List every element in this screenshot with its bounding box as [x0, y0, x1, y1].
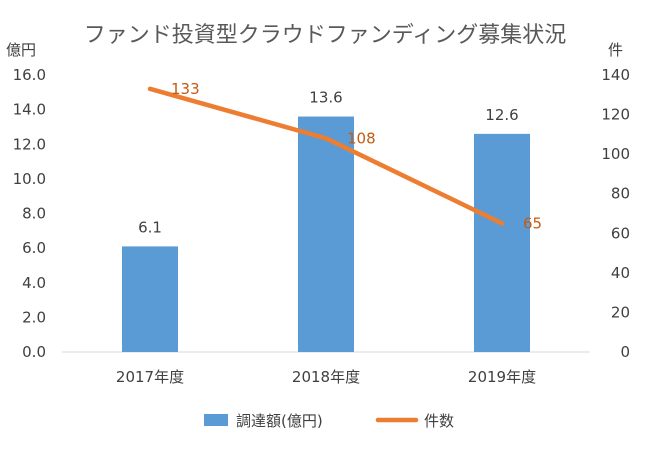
legend-label-line: 件数 — [424, 412, 454, 430]
plot-area: 0.0 2.0 4.0 6.0 8.0 10.0 12.0 14.0 16.0 0 20 40 60 80… — [13, 66, 630, 386]
right-axis-tick-label: 80 — [611, 185, 630, 203]
right-axis-tick-label: 120 — [601, 106, 630, 124]
left-axis-unit: 億円 — [6, 41, 36, 59]
right-axis-tick-label: 40 — [611, 264, 630, 282]
chart-title: ファンド投資型クラウドファンディング募集状況 — [84, 23, 566, 48]
bar-data-label: 12.6 — [485, 106, 518, 124]
line-point — [324, 136, 328, 141]
x-axis-tick-label: 2019年度 — [468, 368, 536, 386]
left-axis-tick-label: 16.0 — [13, 66, 46, 84]
right-axis-tick-label: 20 — [611, 303, 630, 321]
left-axis-tick-label: 0.0 — [22, 343, 46, 361]
line-data-label: 108 — [347, 129, 376, 147]
line-point — [148, 86, 152, 91]
right-axis-unit: 件 — [608, 41, 623, 59]
x-axis-tick-label: 2018年度 — [292, 368, 360, 386]
left-axis-tick-label: 2.0 — [22, 308, 46, 326]
bar-data-label: 13.6 — [309, 89, 342, 107]
right-axis-tick-label: 100 — [601, 145, 630, 163]
bar — [298, 116, 354, 352]
right-axis-tick-label: 0 — [620, 343, 630, 361]
legend-swatch-bar — [204, 414, 228, 426]
bar-data-label: 6.1 — [138, 218, 162, 236]
left-axis-tick-label: 8.0 — [22, 205, 46, 223]
left-axis-tick-label: 6.0 — [22, 239, 46, 257]
left-axis-tick-label: 12.0 — [13, 135, 46, 153]
bar — [122, 246, 178, 352]
legend: 調達額(億円) 件数 — [204, 412, 454, 430]
line-point — [500, 221, 504, 226]
left-axis-tick-label: 4.0 — [22, 274, 46, 292]
left-axis-tick-label: 10.0 — [13, 170, 46, 188]
bar — [474, 133, 530, 352]
right-axis-tick-label: 140 — [601, 66, 630, 84]
right-axis-tick-label: 60 — [611, 224, 630, 242]
legend-label-bar: 調達額(億円) — [236, 412, 323, 430]
left-axis-tick-label: 14.0 — [13, 101, 46, 119]
line-data-label: 133 — [171, 80, 200, 98]
x-axis-tick-label: 2017年度 — [116, 368, 184, 386]
line-data-label: 65 — [523, 214, 542, 232]
